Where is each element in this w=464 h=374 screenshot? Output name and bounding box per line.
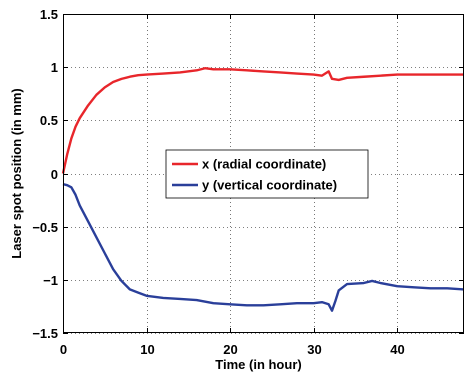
y-tick-label: 1 <box>51 60 58 75</box>
y-tick-label: −0.5 <box>32 220 58 235</box>
series-line-0 <box>61 67 464 174</box>
y-tick-label: −1 <box>43 273 58 288</box>
y-tick-label: −1.5 <box>32 326 58 341</box>
legend-entry-y: y (vertical coordinate) <box>202 178 337 193</box>
x-tick-label: 20 <box>223 342 237 357</box>
y-tick-label: 0 <box>51 167 58 182</box>
y-tick-label: 1.5 <box>40 7 58 22</box>
x-tick-label: 30 <box>307 342 321 357</box>
x-tick-label: 40 <box>390 342 404 357</box>
axis-ticks: 0 10 20 30 40 −1.5 −1 −0.5 0 0.5 1 1.5 <box>32 7 464 357</box>
x-tick-label: 10 <box>140 342 154 357</box>
legend-entry-x: x (radial coordinate) <box>202 157 326 172</box>
x-tick-label: 0 <box>60 342 67 357</box>
legend: x (radial coordinate) y (vertical coordi… <box>165 149 369 199</box>
legend-box <box>165 149 369 199</box>
x-axis-label: Time (in hour) <box>215 357 301 372</box>
y-tick-label: 0.5 <box>40 113 58 128</box>
series-lines <box>61 67 464 312</box>
series-line-1 <box>62 182 464 312</box>
y-axis-label: Laser spot position (in mm) <box>9 88 24 258</box>
